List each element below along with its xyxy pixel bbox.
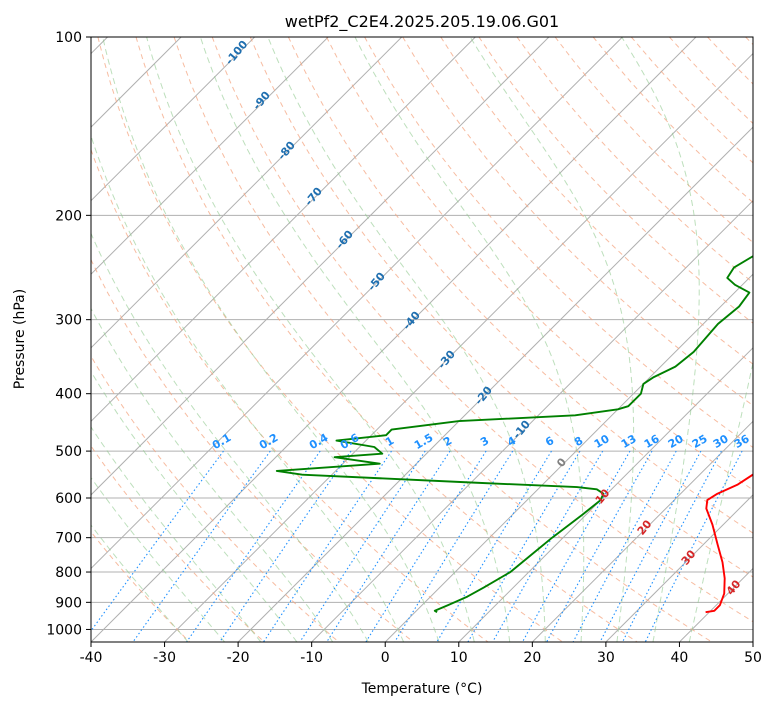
moist-adiabat-line [91,307,334,642]
moist-adiabat-line [102,37,440,642]
moist-adiabat-line [199,37,511,642]
moist-adiabat-line [91,134,405,642]
isotherm-line [91,37,550,496]
mixing-ratio-line [394,450,514,642]
x-tick-label: 40 [671,650,689,666]
mixing-ratio-line [263,450,392,642]
isotherm-line [91,37,623,570]
dry-adiabat-line [364,37,753,449]
isotherm-line [91,37,256,202]
x-tick-label: -30 [153,650,176,666]
y-axis: 100 200 300 400 500 600 700 800 900 1000 [46,30,91,638]
moist-adiabat-line [688,360,753,642]
dry-adiabat-line [91,355,340,642]
y-tick-label: 400 [55,387,82,403]
x-tick-label: 0 [381,650,390,666]
moist-adiabat-line [621,37,700,642]
y-tick-label: 900 [55,595,82,611]
isotherm-line [531,420,753,642]
y-tick-label: 1000 [46,622,82,638]
isotherm-line [91,37,403,349]
x-tick-label: 50 [744,650,762,666]
x-tick-label: -10 [300,650,323,666]
moist-adiabat-line [146,37,475,642]
mixing-ratio-line [644,450,743,642]
x-tick-label: 10 [450,650,468,666]
dry-adiabat-line [173,37,713,642]
y-tick-label: 500 [55,444,82,460]
isotherm-line [164,52,753,642]
mixing-ratio-line [299,450,426,642]
mixing-ratio-line [572,450,677,642]
background-lines [91,37,753,642]
profile-line [705,473,753,614]
mixing-ratio-line [219,450,352,642]
y-tick-label: 300 [55,313,82,329]
isotherm-line [91,37,476,423]
plot-frame [90,36,754,643]
x-tick-label: 30 [597,650,615,666]
moist-adiabat-line [91,524,189,642]
dry-adiabat-line [249,37,753,578]
profiles [275,255,753,614]
dry-adiabat-line [135,37,638,642]
isotherm-line [91,37,697,642]
mixing-ratio-line [186,450,321,642]
plot-background [91,37,753,642]
x-axis: -40 -30 -20 -10 0 10 20 30 40 50 [80,642,762,666]
y-tick-label: 200 [55,208,82,224]
mixing-ratio-line [546,450,653,642]
x-tick-label: -20 [227,650,250,666]
moist-adiabat-line [91,426,262,642]
moist-adiabat-line [267,37,546,642]
dry-adiabat-line [326,37,753,491]
mixing-ratio-line [599,450,702,642]
dry-adiabat-line [97,37,563,642]
dry-adiabat-line [91,148,489,642]
isotherm-line [237,126,753,642]
dry-adiabat-line [91,445,265,642]
isotherm-line [605,494,753,642]
moist-adiabat-line [91,476,225,642]
moist-adiabat-line [91,370,298,642]
mixing-ratio-line [622,450,722,642]
moist-adiabat-line [91,232,369,642]
isotherm-line [752,641,753,642]
mixing-ratio-line [522,450,631,642]
y-tick-label: 800 [55,565,82,581]
y-tick-label: 600 [55,491,82,507]
x-tick-label: -40 [80,650,103,666]
y-tick-label: 700 [55,531,82,547]
x-tick-label: 20 [523,650,541,666]
profile-line [275,255,753,614]
mixing-ratio-line [91,450,224,632]
dry-adiabat-line [402,37,753,407]
chart-title: wetPf2_C2E4.2025.205.19.06.G01 [285,12,559,32]
isotherm-line [458,347,753,642]
isotherm-line [384,273,753,642]
isotherm-line [311,199,753,642]
isotherm-line [91,37,329,275]
dry-adiabat-line [287,37,753,534]
y-tick-label: 100 [55,30,82,46]
x-axis-label: Temperature (°C) [361,681,483,697]
y-axis-label: Pressure (hPa) [12,289,28,389]
mixing-ratio-line [492,450,604,642]
